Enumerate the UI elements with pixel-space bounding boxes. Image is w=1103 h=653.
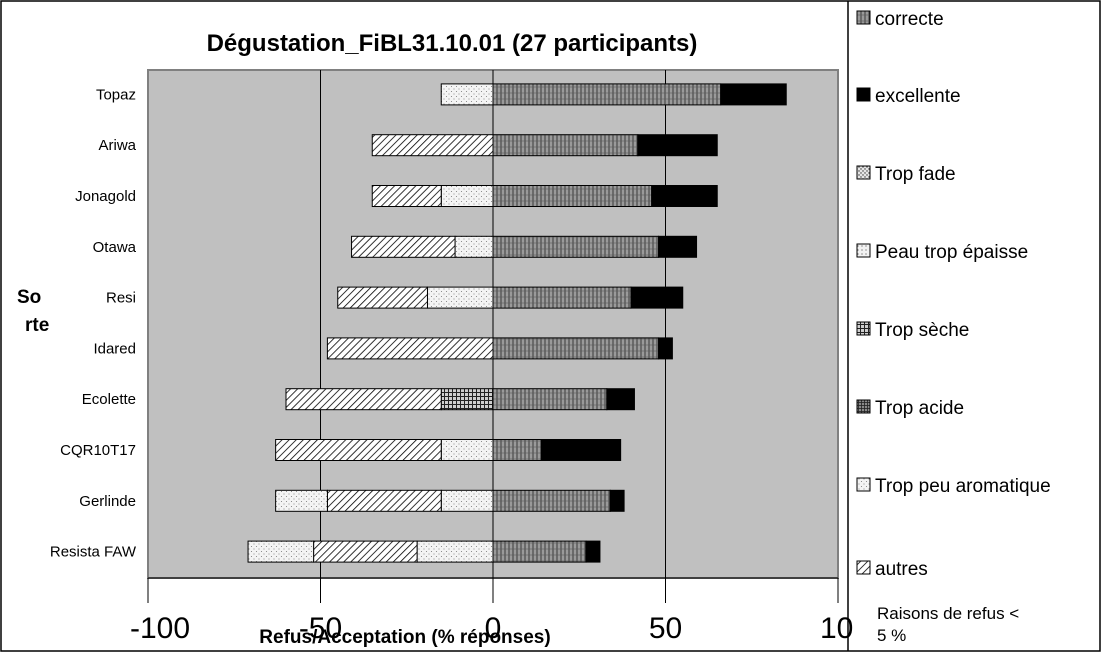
bar-segment <box>492 83 722 106</box>
category-label: CQR10T17 <box>60 442 136 459</box>
bar-segment <box>585 540 601 563</box>
legend-label: Trop sèche <box>875 320 969 341</box>
x-tick-label: -100 <box>130 612 190 645</box>
legend-label: Trop fade <box>875 164 956 185</box>
bar-segment <box>313 540 418 563</box>
chart-title: Dégustation_FiBL31.10.01 (27 participant… <box>207 30 698 57</box>
legend-swatch <box>856 10 871 25</box>
x-axis-label: Refus/Acceptation (% réponses) <box>259 627 550 648</box>
x-tick-label: 50 <box>649 612 682 645</box>
x-tick-label: 0 <box>485 612 502 645</box>
legend-swatch <box>856 560 871 575</box>
bar-segment <box>454 235 494 258</box>
bar-segment <box>492 337 660 360</box>
x-tick-label: 10 <box>820 612 853 645</box>
bar-segment <box>651 185 718 207</box>
bar-segment <box>492 439 542 461</box>
bar-segment <box>351 235 456 258</box>
bar-segment <box>492 540 587 563</box>
bar-segment <box>275 489 328 512</box>
legend-label: Peau trop épaisse <box>875 242 1028 263</box>
legend-swatch <box>856 477 871 492</box>
bar-segment <box>326 337 494 360</box>
legend-swatch <box>856 165 871 180</box>
legend-label: excellente <box>875 86 961 107</box>
legend-swatch <box>856 399 871 414</box>
bar-segment <box>630 286 684 309</box>
category-label: Ecolette <box>82 391 136 408</box>
category-label: Gerlinde <box>79 493 136 510</box>
bar-segment <box>492 134 639 157</box>
bar-segment <box>492 388 608 411</box>
bar-segment <box>371 185 442 207</box>
category-label: Resi <box>106 290 136 307</box>
legend-swatch <box>856 87 871 102</box>
category-label: Ariwa <box>98 137 136 154</box>
bar-segment <box>720 83 787 106</box>
legend-label: autres <box>875 559 928 580</box>
bar-segment <box>637 134 718 157</box>
bar-segment <box>426 286 494 309</box>
bar-segment <box>275 439 442 461</box>
category-label: Resista FAW <box>50 544 137 561</box>
bar-segment <box>492 489 611 512</box>
y-axis-label-line2: rte <box>25 315 49 336</box>
bar-segment <box>658 235 698 258</box>
bar-segment <box>440 489 494 512</box>
bar-segment <box>492 235 660 258</box>
bar-segment <box>371 134 494 157</box>
legend-note-line1: Raisons de refus < <box>877 604 1019 623</box>
bar-segment <box>285 388 442 411</box>
bar-segment <box>606 388 635 411</box>
bar-segment <box>492 286 632 309</box>
category-label: Topaz <box>96 86 136 103</box>
legend-label: correcte <box>875 9 944 30</box>
y-ticks: Topaz Ariwa Jonagold Otawa Resi Idared Ecolett… <box>50 86 137 560</box>
bar-segment <box>440 439 494 461</box>
legend: correcte excellente Trop fade Peau trop épa… <box>856 9 1051 580</box>
category-label: Idared <box>93 340 136 357</box>
bar-segment <box>440 185 494 207</box>
bar-segment <box>440 83 494 106</box>
bar-segment <box>326 489 442 512</box>
x-tick-label: -50 <box>299 612 342 645</box>
bars <box>247 83 787 563</box>
bar-segment <box>440 388 494 411</box>
bar-segment <box>540 439 622 461</box>
legend-swatch <box>856 243 871 258</box>
bar-segment <box>337 286 428 309</box>
category-label: Otawa <box>93 239 137 256</box>
bar-segment <box>658 337 673 360</box>
bar-segment <box>416 540 494 563</box>
bar-segment <box>609 489 625 512</box>
legend-label: Trop acide <box>875 398 964 419</box>
category-label: Jonagold <box>75 188 136 205</box>
legend-swatch <box>856 321 871 336</box>
x-ticks: -100 -50 0 50 10 <box>130 578 853 645</box>
legend-note-line2: 5 % <box>877 626 906 645</box>
y-axis-label-line1: So <box>17 287 41 308</box>
bar-segment <box>247 540 315 563</box>
legend-label: Trop peu aromatique <box>875 476 1051 497</box>
bar-segment <box>492 185 653 207</box>
